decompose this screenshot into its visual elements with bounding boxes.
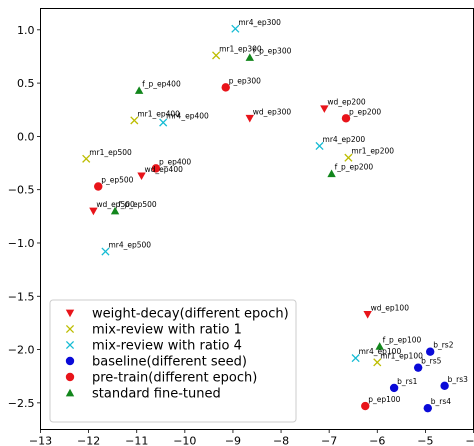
data-point [363, 311, 372, 319]
data-point [440, 381, 449, 391]
legend-entry: mix-review with ratio 4 [92, 339, 242, 354]
x-tick-label: −9 [225, 435, 241, 446]
y-tick-label: −1.5 [8, 290, 35, 303]
x-tick-label: −5 [417, 435, 433, 446]
data-point [134, 86, 144, 94]
point-label: mr4_ep500 [108, 241, 151, 250]
data-point [389, 383, 399, 393]
data-point [341, 114, 351, 123]
data-point [426, 347, 435, 356]
point-label: mr1_ep500 [89, 148, 132, 157]
point-label: p_ep100 [368, 395, 400, 404]
point-label: wd_ep200 [327, 98, 366, 107]
x-tick-label: −6 [369, 435, 385, 446]
data-point [245, 53, 254, 61]
point-label: p_ep300 [229, 76, 261, 85]
data-point [231, 24, 240, 33]
data-point [101, 247, 110, 256]
x-tick-label: −11 [125, 435, 148, 446]
legend-marker [65, 388, 75, 397]
point-label: mr1_ep400 [137, 109, 180, 118]
point-label: b_rs4 [431, 397, 452, 406]
x-tick-label: −7 [321, 435, 337, 446]
point-label: mr1_ep200 [351, 147, 394, 156]
data-point [373, 358, 382, 367]
point-labels-layer: wd_ep300 wd_ep200 wd_ep400 wd_ep500 wd_ep100… [89, 18, 468, 406]
x-tick-label: −4 [465, 435, 474, 446]
x-axis: −13 −12 −11 −10 −9 −8 −7 −6 −5 −4 [29, 429, 474, 446]
point-label: f_p_ep200 [335, 163, 374, 172]
y-tick-label: −0.5 [8, 184, 35, 197]
x-tick-label: −13 [29, 435, 52, 446]
legend-entry: standard fine-tuned [92, 387, 221, 402]
point-label: mr4_ep200 [323, 135, 366, 144]
point-label: p_ep200 [349, 107, 381, 116]
data-point [212, 51, 221, 60]
legend-marker [65, 356, 75, 366]
data-point [245, 114, 254, 123]
marks-layer [82, 24, 449, 413]
point-label: b_rs3 [448, 375, 469, 384]
point-label: mr1_ep300 [219, 44, 262, 53]
data-point [361, 401, 370, 411]
y-tick-label: 1.0 [17, 24, 35, 37]
y-tick-label: 0.0 [17, 130, 35, 143]
data-point [351, 354, 360, 363]
point-label: p_ep500 [101, 175, 133, 184]
point-label: wd_ep500 [96, 200, 135, 209]
x-tick-label: −8 [273, 435, 289, 446]
data-point [221, 83, 230, 92]
point-label: b_rs2 [433, 341, 454, 350]
legend-entry: mix-review with ratio 1 [92, 323, 242, 338]
data-point [413, 363, 423, 372]
y-tick-label: 0.5 [17, 77, 35, 90]
x-tick-label: −10 [173, 435, 196, 446]
legend-entry: pre-train(different epoch) [92, 371, 257, 386]
legend-box [49, 299, 297, 423]
legend-marker [65, 372, 75, 382]
point-label: p_ep400 [159, 157, 191, 166]
point-label: f_p_ep100 [383, 335, 422, 344]
point-label: f_p_ep500 [118, 200, 157, 209]
point-label: f_p_ep400 [142, 80, 181, 89]
data-point [94, 182, 103, 191]
legend-entry: weight-decay(different epoch) [92, 307, 289, 322]
point-label: mr4_ep400 [166, 112, 209, 121]
y-tick-label: −2.5 [8, 397, 35, 410]
point-label: wd_ep400 [145, 165, 184, 174]
data-point [423, 403, 432, 413]
point-label: mr4_ep300 [238, 18, 281, 27]
data-point [110, 206, 120, 215]
y-axis: 1.0 0.5 0.0 −0.5 −1.0 −1.5 −2.0 −2.5 [8, 24, 41, 410]
data-point [151, 164, 161, 173]
data-point [344, 153, 353, 162]
data-point [315, 141, 324, 151]
point-label: wd_ep100 [371, 303, 410, 312]
point-label: b_rs5 [421, 357, 442, 366]
data-point [375, 342, 384, 350]
legend-marker [65, 340, 75, 350]
point-label: b_rs1 [397, 377, 418, 386]
point-label: mr4_ep100 [359, 347, 402, 356]
y-tick-label: −1.0 [8, 237, 35, 250]
point-label: f_p_ep300 [253, 47, 292, 56]
point-label: mr1_ep100 [380, 351, 423, 360]
y-tick-label: −2.0 [8, 344, 35, 357]
data-point [137, 172, 146, 181]
legend-entry: baseline(different seed) [92, 355, 247, 370]
x-tick-label: −12 [77, 435, 100, 446]
data-point [327, 169, 336, 178]
point-label: wd_ep300 [253, 107, 292, 116]
data-point [320, 105, 329, 113]
legend-marker [65, 309, 75, 318]
data-point [159, 118, 168, 127]
data-point [89, 207, 98, 216]
data-point [82, 154, 91, 163]
legend: weight-decay(different epoch)mix-review … [49, 299, 297, 423]
legend-marker [65, 324, 75, 334]
data-point [130, 116, 139, 125]
